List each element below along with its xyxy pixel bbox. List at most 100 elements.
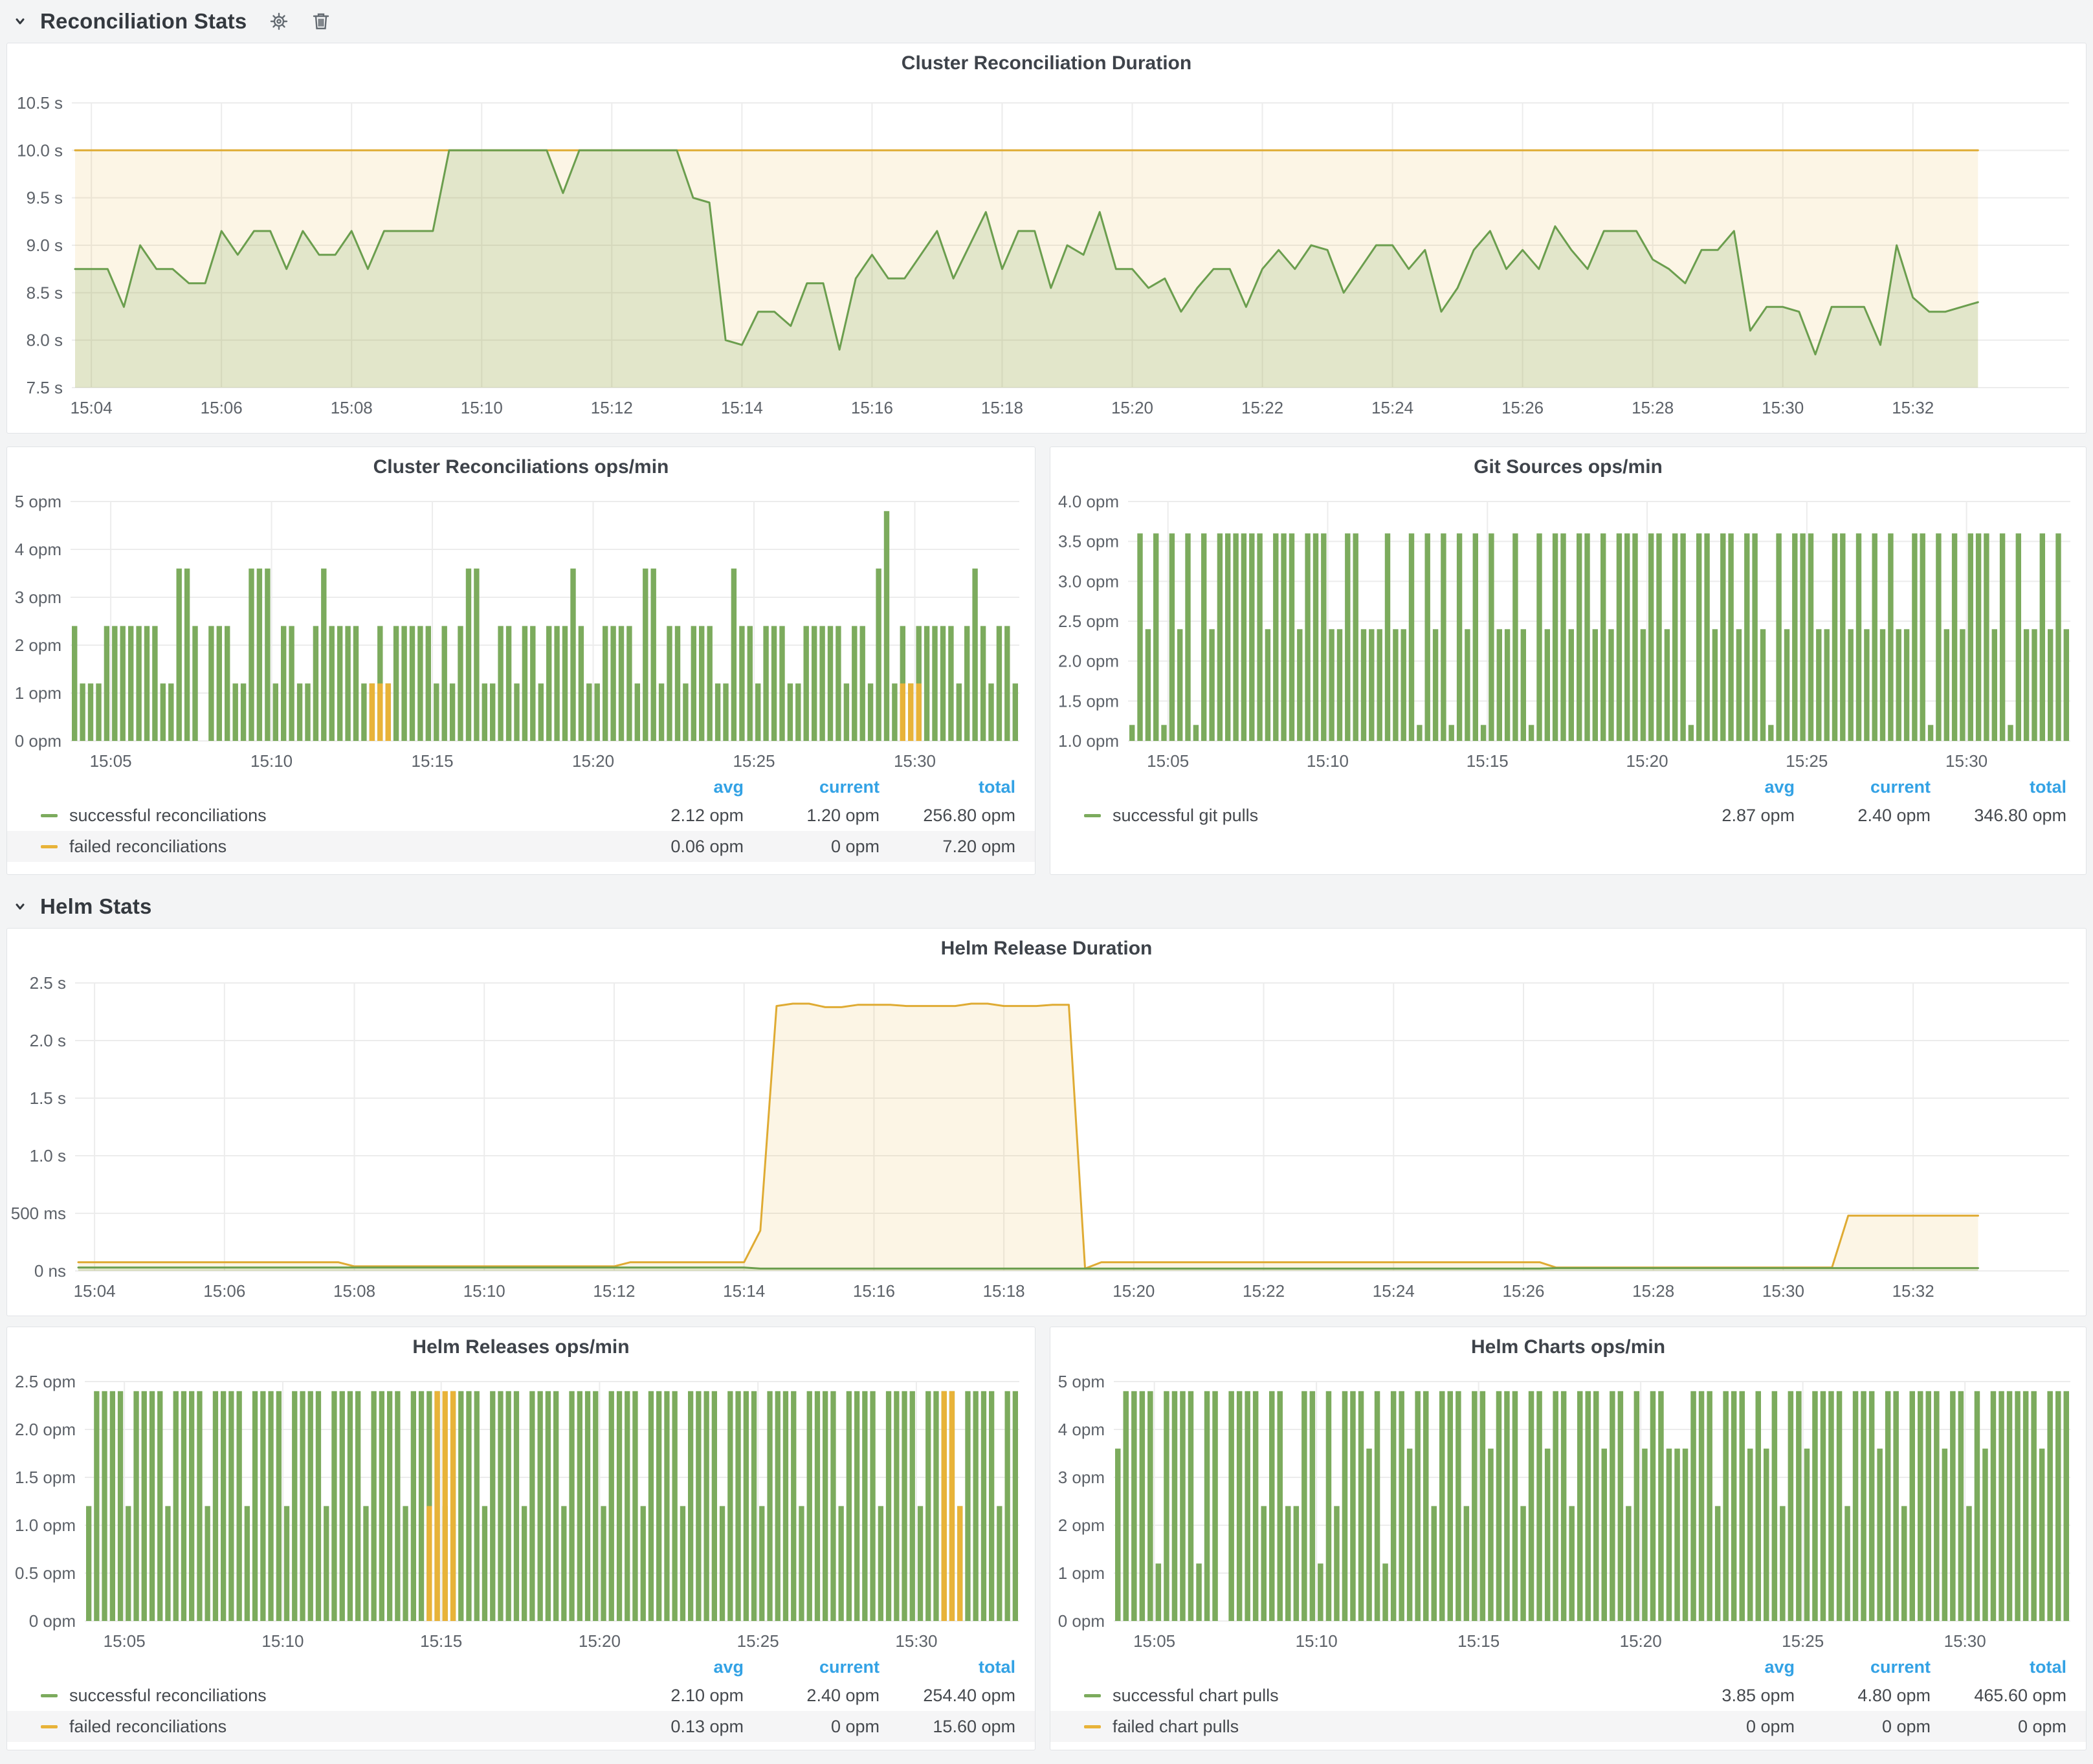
svg-text:1 opm: 1 opm xyxy=(1058,1563,1105,1583)
legend-series-label: failed reconciliations xyxy=(69,836,227,856)
trash-icon[interactable] xyxy=(311,11,331,32)
helm-charts-opm-chart[interactable]: 15:05 15:10 15:15 15:20 15:25 15:30 5 opm 4 opm… xyxy=(1050,1358,2087,1653)
legend-col-total[interactable]: total xyxy=(2030,1657,2066,1677)
legend-current-value: 0 opm xyxy=(1881,1716,1931,1736)
panel-title[interactable]: Cluster Reconciliations ops/min xyxy=(373,456,669,478)
series-color-dash xyxy=(1084,1725,1101,1728)
git-sources-opm-chart[interactable]: 15:05 15:10 15:15 15:20 15:25 15:30 4.0 opm 3.5… xyxy=(1050,478,2087,773)
panel-helm-releases-opm: Helm Releases ops/min 15:05 15:10 15:15 15:… xyxy=(6,1327,1035,1750)
section-header-reconciliation-stats[interactable]: Reconciliation Stats xyxy=(10,6,2093,36)
svg-text:15:32: 15:32 xyxy=(1892,1281,1934,1301)
legend-series-toggle[interactable]: successful chart pulls xyxy=(1084,1686,1659,1706)
svg-text:15:05: 15:05 xyxy=(1133,1631,1175,1651)
svg-text:15:24: 15:24 xyxy=(1371,398,1413,417)
svg-text:15:22: 15:22 xyxy=(1241,398,1283,417)
legend-series-toggle[interactable]: failed chart pulls xyxy=(1084,1717,1659,1737)
svg-text:15:20: 15:20 xyxy=(579,1631,621,1651)
legend-col-avg[interactable]: avg xyxy=(1764,1657,1795,1677)
svg-text:15:15: 15:15 xyxy=(420,1631,462,1651)
svg-text:15:25: 15:25 xyxy=(1786,751,1828,771)
legend-col-current[interactable]: current xyxy=(1870,1657,1931,1677)
panel-helm-charts-opm: Helm Charts ops/min 15:05 15:10 15:15 15:20… xyxy=(1050,1327,2087,1750)
legend-col-avg[interactable]: avg xyxy=(713,777,744,797)
chevron-down-icon[interactable] xyxy=(10,897,30,916)
svg-text:15:08: 15:08 xyxy=(333,1281,375,1301)
section-header-helm-stats[interactable]: Helm Stats xyxy=(10,892,2093,921)
panel-title[interactable]: Git Sources ops/min xyxy=(1474,456,1663,478)
svg-text:0 ns: 0 ns xyxy=(34,1261,66,1281)
legend-col-current[interactable]: current xyxy=(1870,777,1931,797)
svg-text:15:22: 15:22 xyxy=(1243,1281,1285,1301)
helm-release-duration-chart[interactable]: 15:04 15:06 15:08 15:10 15:12 15:14 15:16 15:18… xyxy=(7,960,2087,1312)
helm-releases-opm-chart[interactable]: 15:05 15:10 15:15 15:20 15:25 15:30 2.5 opm 2.0… xyxy=(7,1358,1036,1653)
svg-text:9.0 s: 9.0 s xyxy=(27,236,63,255)
svg-text:15:04: 15:04 xyxy=(74,1281,116,1301)
svg-text:1.5 opm: 1.5 opm xyxy=(1058,691,1119,711)
cluster-reconciliation-duration-chart[interactable]: 15:04 15:06 15:08 15:10 15:12 15:14 15:16 15:18… xyxy=(7,74,2087,429)
legend-series-toggle[interactable]: successful reconciliations xyxy=(41,806,608,826)
gear-icon[interactable] xyxy=(269,11,289,32)
legend-total-value: 254.40 opm xyxy=(923,1685,1015,1705)
legend-total-value: 15.60 opm xyxy=(933,1716,1015,1736)
svg-text:15:14: 15:14 xyxy=(721,398,763,417)
svg-text:15:15: 15:15 xyxy=(1457,1631,1500,1651)
legend-col-total[interactable]: total xyxy=(979,1657,1015,1677)
panel-title[interactable]: Cluster Reconciliation Duration xyxy=(901,52,1192,74)
svg-text:15:20: 15:20 xyxy=(1620,1631,1662,1651)
panel-git-sources-opm: Git Sources ops/min 15:05 15:10 15:15 15:20… xyxy=(1050,447,2087,875)
svg-text:7.5 s: 7.5 s xyxy=(27,378,63,397)
panel-title[interactable]: Helm Release Duration xyxy=(940,938,1153,959)
legend-series-toggle[interactable]: successful git pulls xyxy=(1084,806,1659,826)
svg-text:5 opm: 5 opm xyxy=(1058,1372,1105,1391)
svg-text:10.5 s: 10.5 s xyxy=(17,93,63,113)
legend-series-toggle[interactable]: failed reconciliations xyxy=(41,1717,608,1737)
svg-text:5 opm: 5 opm xyxy=(15,492,61,511)
svg-text:0 opm: 0 opm xyxy=(15,731,61,751)
series-color-dash xyxy=(1084,1693,1101,1697)
svg-text:2.0 s: 2.0 s xyxy=(30,1031,66,1050)
svg-text:15:28: 15:28 xyxy=(1632,398,1674,417)
legend-col-avg[interactable]: avg xyxy=(713,1657,744,1677)
panel-title[interactable]: Helm Charts ops/min xyxy=(1470,1336,1666,1358)
svg-text:15:06: 15:06 xyxy=(201,398,243,417)
legend-col-total[interactable]: total xyxy=(979,777,1015,797)
svg-text:15:10: 15:10 xyxy=(1296,1631,1338,1651)
svg-text:2.5 opm: 2.5 opm xyxy=(15,1372,76,1391)
legend-series-toggle[interactable]: failed reconciliations xyxy=(41,837,608,857)
legend-series-toggle[interactable]: successful reconciliations xyxy=(41,1686,608,1706)
legend: avg current total successful reconciliat… xyxy=(7,774,1035,862)
legend-total-value: 7.20 opm xyxy=(942,836,1015,856)
legend-col-current[interactable]: current xyxy=(819,1657,880,1677)
legend-row-failed: failed chart pulls 0 opm 0 opm 0 opm xyxy=(1050,1711,2086,1742)
svg-text:15:15: 15:15 xyxy=(1467,751,1509,771)
cluster-reconciliations-opm-chart[interactable]: 15:05 15:10 15:15 15:20 15:25 15:30 5 opm 4 opm… xyxy=(7,478,1036,773)
svg-text:15:30: 15:30 xyxy=(1762,398,1804,417)
panel-title[interactable]: Helm Releases ops/min xyxy=(412,1336,630,1358)
svg-text:15:26: 15:26 xyxy=(1502,1281,1544,1301)
svg-text:15:05: 15:05 xyxy=(1147,751,1189,771)
svg-text:4 opm: 4 opm xyxy=(15,540,61,559)
series-color-dash xyxy=(41,1725,58,1728)
svg-text:4.0 opm: 4.0 opm xyxy=(1058,492,1119,511)
svg-text:1.0 opm: 1.0 opm xyxy=(15,1516,76,1535)
svg-text:15:20: 15:20 xyxy=(1626,751,1668,771)
chevron-down-icon[interactable] xyxy=(10,12,30,31)
svg-text:15:18: 15:18 xyxy=(983,1281,1025,1301)
legend-series-label: successful git pulls xyxy=(1113,805,1259,825)
svg-text:15:26: 15:26 xyxy=(1501,398,1544,417)
legend-header: avg current total xyxy=(1050,1654,2086,1680)
legend-col-current[interactable]: current xyxy=(819,777,880,797)
svg-text:1.0 opm: 1.0 opm xyxy=(1058,731,1119,751)
svg-text:15:05: 15:05 xyxy=(104,1631,146,1651)
svg-text:0 opm: 0 opm xyxy=(1058,1611,1105,1631)
legend-current-value: 1.20 opm xyxy=(806,805,880,825)
legend-col-avg[interactable]: avg xyxy=(1764,777,1795,797)
legend-avg-value: 0.06 opm xyxy=(670,836,744,856)
legend-col-total[interactable]: total xyxy=(2030,777,2066,797)
svg-text:3 opm: 3 opm xyxy=(1058,1468,1105,1487)
svg-text:2.5 opm: 2.5 opm xyxy=(1058,612,1119,631)
svg-text:9.5 s: 9.5 s xyxy=(27,188,63,208)
legend-current-value: 0 opm xyxy=(830,836,880,856)
legend-avg-value: 0 opm xyxy=(1745,1716,1795,1736)
panel-cluster-reconciliation-duration: Cluster Reconciliation Duration 15:04 15:… xyxy=(6,43,2087,434)
